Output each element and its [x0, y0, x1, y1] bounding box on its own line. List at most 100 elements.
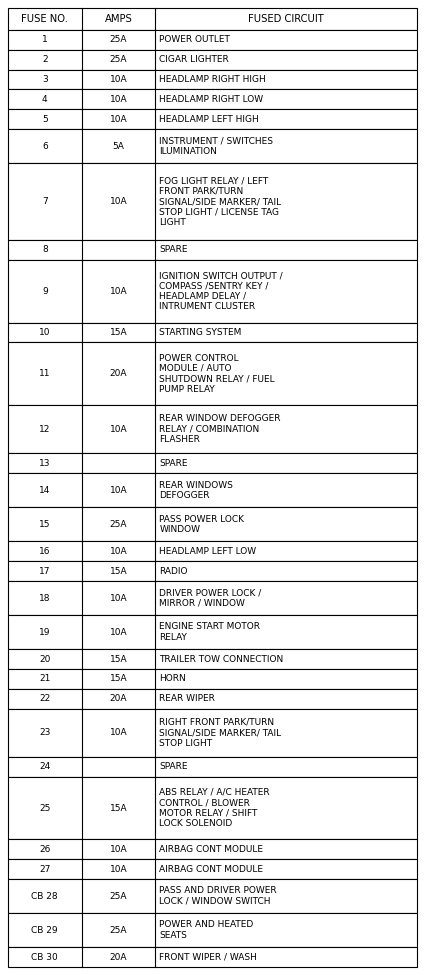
Text: 10A: 10A	[110, 197, 127, 206]
Bar	[8, 649, 417, 669]
Text: FRONT WIPER / WASH: FRONT WIPER / WASH	[159, 953, 257, 961]
Text: 10A: 10A	[110, 287, 127, 295]
Bar	[8, 562, 417, 581]
Text: 27: 27	[39, 865, 51, 874]
Text: 9: 9	[42, 287, 48, 295]
Bar	[8, 30, 417, 50]
Text: REAR WINDOW DEFOGGER
RELAY / COMBINATION
FLASHER: REAR WINDOW DEFOGGER RELAY / COMBINATION…	[159, 414, 281, 445]
Text: RADIO: RADIO	[159, 566, 188, 575]
Text: 1: 1	[42, 35, 48, 45]
Bar	[8, 8, 417, 30]
Bar	[8, 839, 417, 859]
Bar	[8, 615, 417, 649]
Text: POWER AND HEATED
SEATS: POWER AND HEATED SEATS	[159, 920, 253, 940]
Bar	[8, 453, 417, 473]
Text: HEADLAMP RIGHT HIGH: HEADLAMP RIGHT HIGH	[159, 75, 266, 84]
Text: 10A: 10A	[110, 425, 127, 434]
Text: 19: 19	[39, 628, 51, 637]
Text: 10A: 10A	[110, 728, 127, 737]
Text: FUSED CIRCUIT: FUSED CIRCUIT	[248, 14, 324, 24]
Bar	[8, 342, 417, 405]
Text: 10A: 10A	[110, 547, 127, 556]
Text: AMPS: AMPS	[105, 14, 132, 24]
Text: 25A: 25A	[110, 891, 127, 901]
Text: REAR WINDOWS
DEFOGGER: REAR WINDOWS DEFOGGER	[159, 481, 233, 500]
Text: 20: 20	[39, 654, 51, 664]
Text: 5: 5	[42, 115, 48, 124]
Text: 10A: 10A	[110, 95, 127, 103]
Text: 10A: 10A	[110, 75, 127, 84]
Text: POWER OUTLET: POWER OUTLET	[159, 35, 230, 45]
Text: CB 28: CB 28	[31, 891, 58, 901]
Text: 25A: 25A	[110, 925, 127, 935]
Bar	[8, 129, 417, 163]
Text: TRAILER TOW CONNECTION: TRAILER TOW CONNECTION	[159, 654, 283, 664]
Bar	[8, 240, 417, 260]
Text: 10A: 10A	[110, 486, 127, 494]
Text: PASS AND DRIVER POWER
LOCK / WINDOW SWITCH: PASS AND DRIVER POWER LOCK / WINDOW SWIT…	[159, 886, 277, 906]
Text: 20A: 20A	[110, 694, 127, 703]
Text: 13: 13	[39, 459, 51, 468]
Bar	[8, 914, 417, 947]
Text: 25: 25	[39, 803, 51, 812]
Text: 17: 17	[39, 566, 51, 575]
Text: 10A: 10A	[110, 865, 127, 874]
Text: 23: 23	[39, 728, 51, 737]
Text: 10A: 10A	[110, 628, 127, 637]
Text: SPARE: SPARE	[159, 762, 188, 771]
Text: POWER CONTROL
MODULE / AUTO
SHUTDOWN RELAY / FUEL
PUMP RELAY: POWER CONTROL MODULE / AUTO SHUTDOWN REL…	[159, 354, 275, 394]
Text: PASS POWER LOCK
WINDOW: PASS POWER LOCK WINDOW	[159, 515, 244, 534]
Bar	[8, 323, 417, 342]
Bar	[8, 507, 417, 541]
Text: HEADLAMP RIGHT LOW: HEADLAMP RIGHT LOW	[159, 95, 264, 103]
Text: AIRBAG CONT MODULE: AIRBAG CONT MODULE	[159, 865, 263, 874]
Bar	[8, 260, 417, 323]
Text: STARTING SYSTEM: STARTING SYSTEM	[159, 328, 242, 337]
Text: 20A: 20A	[110, 953, 127, 961]
Bar	[8, 777, 417, 839]
Bar	[8, 879, 417, 914]
Text: 16: 16	[39, 547, 51, 556]
Text: 5A: 5A	[113, 141, 125, 150]
Text: 15A: 15A	[110, 566, 127, 575]
Text: 10A: 10A	[110, 594, 127, 603]
Text: FUSE NO.: FUSE NO.	[21, 14, 68, 24]
Text: 15A: 15A	[110, 675, 127, 683]
Text: 24: 24	[39, 762, 51, 771]
Text: 10: 10	[39, 328, 51, 337]
Text: 15: 15	[39, 520, 51, 528]
Text: ENGINE START MOTOR
RELAY: ENGINE START MOTOR RELAY	[159, 622, 260, 642]
Text: 10A: 10A	[110, 115, 127, 124]
Bar	[8, 109, 417, 129]
Text: SPARE: SPARE	[159, 459, 188, 468]
Text: HEADLAMP LEFT HIGH: HEADLAMP LEFT HIGH	[159, 115, 259, 124]
Bar	[8, 669, 417, 688]
Text: INSTRUMENT / SWITCHES
ILUMINATION: INSTRUMENT / SWITCHES ILUMINATION	[159, 136, 273, 156]
Text: 10A: 10A	[110, 844, 127, 854]
Bar	[8, 405, 417, 453]
Text: CB 29: CB 29	[31, 925, 58, 935]
Text: 2: 2	[42, 56, 48, 64]
Text: RIGHT FRONT PARK/TURN
SIGNAL/SIDE MARKER/ TAIL
STOP LIGHT: RIGHT FRONT PARK/TURN SIGNAL/SIDE MARKER…	[159, 718, 281, 748]
Bar	[8, 859, 417, 879]
Text: AIRBAG CONT MODULE: AIRBAG CONT MODULE	[159, 844, 263, 854]
Text: CB 30: CB 30	[31, 953, 58, 961]
Text: ABS RELAY / A/C HEATER
CONTROL / BLOWER
MOTOR RELAY / SHIFT
LOCK SOLENOID: ABS RELAY / A/C HEATER CONTROL / BLOWER …	[159, 788, 270, 828]
Text: 21: 21	[39, 675, 51, 683]
Text: 4: 4	[42, 95, 48, 103]
Text: 12: 12	[39, 425, 51, 434]
Text: HEADLAMP LEFT LOW: HEADLAMP LEFT LOW	[159, 547, 256, 556]
Text: 3: 3	[42, 75, 48, 84]
Text: FOG LIGHT RELAY / LEFT
FRONT PARK/TURN
SIGNAL/SIDE MARKER/ TAIL
STOP LIGHT / LIC: FOG LIGHT RELAY / LEFT FRONT PARK/TURN S…	[159, 176, 281, 227]
Text: 15A: 15A	[110, 654, 127, 664]
Text: 8: 8	[42, 246, 48, 254]
Text: 25A: 25A	[110, 56, 127, 64]
Text: HORN: HORN	[159, 675, 186, 683]
Text: 26: 26	[39, 844, 51, 854]
Text: CIGAR LIGHTER: CIGAR LIGHTER	[159, 56, 229, 64]
Bar	[8, 581, 417, 615]
Text: 22: 22	[39, 694, 51, 703]
Text: SPARE: SPARE	[159, 246, 188, 254]
Text: 25A: 25A	[110, 520, 127, 528]
Bar	[8, 688, 417, 709]
